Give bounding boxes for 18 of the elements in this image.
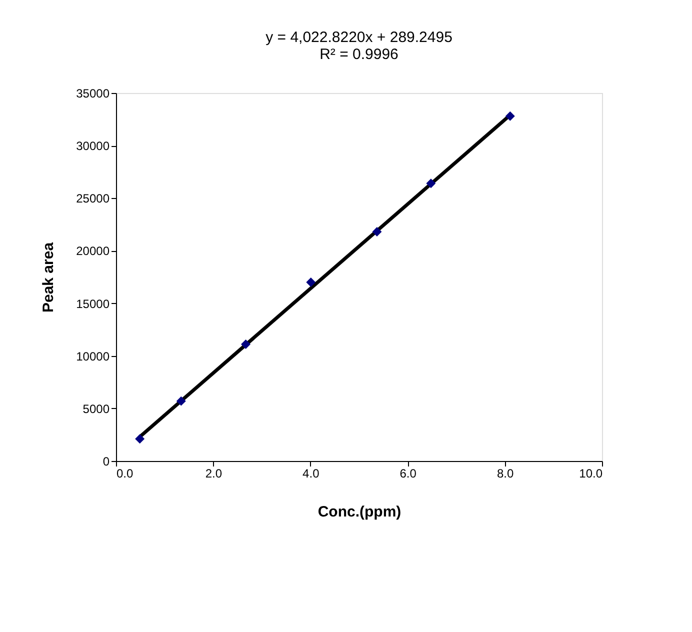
y-tick-label: 10000 xyxy=(76,349,110,364)
x-tick-label: 8.0 xyxy=(496,466,514,480)
y-axis-title: Peak area xyxy=(40,242,58,313)
y-tick-label: 5000 xyxy=(82,402,110,416)
x-tick-label: 6.0 xyxy=(400,466,417,480)
x-tick-label: 10.0 xyxy=(579,466,603,480)
y-tick-label: 0 xyxy=(102,454,110,468)
y-tick-label: 30000 xyxy=(76,139,110,154)
x-tick-label: 2.0 xyxy=(205,466,222,480)
y-tick-label: 25000 xyxy=(76,192,110,206)
text: y = 4,022.8220x + 289.2495 xyxy=(266,29,452,46)
y-tick-label: 35000 xyxy=(76,86,110,100)
y-tick-label: 20000 xyxy=(76,244,110,258)
text: R² = 0.9996 xyxy=(320,46,398,63)
x-axis-title: Conc.(ppm) xyxy=(318,504,402,520)
x-tick-label: 4.0 xyxy=(302,466,320,480)
y-tick-label: 15000 xyxy=(76,296,110,311)
x-tick-label: 0.0 xyxy=(116,466,134,480)
